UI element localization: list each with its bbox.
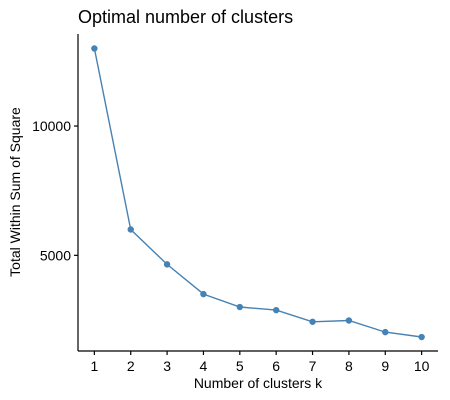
x-tick-label-4: 4 (200, 358, 208, 374)
x-tick-label-8: 8 (345, 358, 353, 374)
x-tick-label-3: 3 (163, 358, 171, 374)
data-point-k6 (272, 306, 280, 314)
data-point-k9 (382, 328, 389, 336)
x-tick-label-9: 9 (381, 358, 389, 374)
data-points (91, 45, 425, 341)
data-point-k7 (309, 318, 316, 325)
data-point-k1 (91, 45, 98, 52)
y-axis-ticks: 5000 10000 (32, 118, 78, 263)
data-point-k8 (345, 317, 353, 324)
series-line (93, 48, 422, 338)
y-tick-label-10000: 10000 (32, 118, 71, 134)
chart-title: Optimal number of clusters (78, 7, 293, 27)
x-tick-label-5: 5 (236, 358, 244, 374)
x-tick-label-6: 6 (272, 358, 280, 374)
x-axis-ticks: 1 2 3 4 5 6 7 8 9 10 (90, 351, 430, 374)
data-point-k4 (200, 290, 207, 298)
y-axis-label: Total Within Sum of Square (7, 107, 23, 277)
x-tick-label-1: 1 (90, 358, 98, 374)
y-tick-label-5000: 5000 (40, 247, 71, 263)
x-tick-label-7: 7 (309, 358, 317, 374)
data-point-k5 (236, 303, 244, 311)
data-point-k3 (163, 261, 171, 268)
x-tick-label-2: 2 (127, 358, 135, 374)
data-point-k2 (127, 226, 134, 233)
x-tick-label-10: 10 (414, 358, 430, 374)
x-axis-label: Number of clusters k (194, 375, 323, 391)
data-point-k10 (418, 333, 425, 341)
